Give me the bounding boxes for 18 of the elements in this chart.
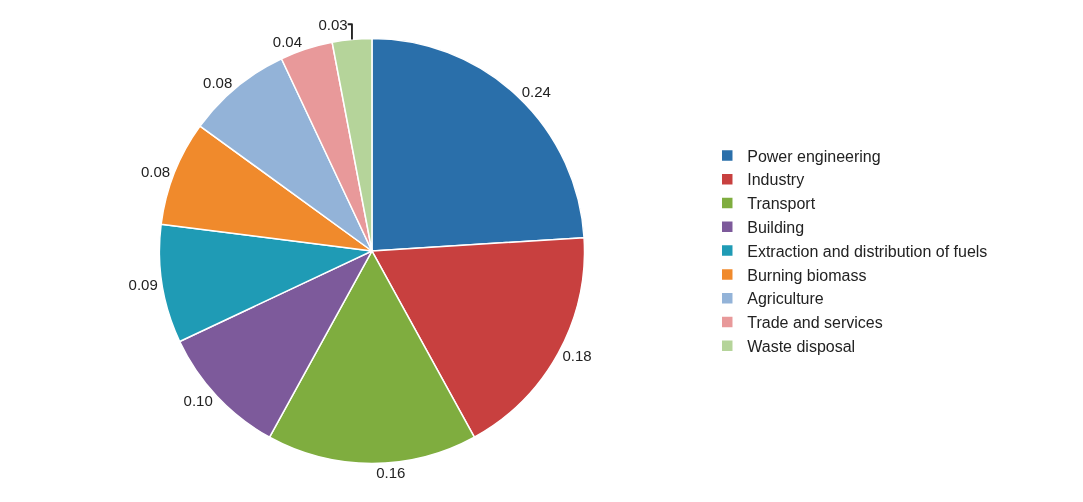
legend-label: Waste disposal [747, 338, 856, 356]
legend-label: Trade and services [747, 314, 883, 332]
data-label: 0.09 [128, 275, 158, 293]
legend-label: Burning biomass [747, 266, 867, 284]
legend-label: Industry [747, 171, 805, 189]
data-label: 0.03 [318, 15, 348, 33]
data-label: 0.18 [562, 346, 592, 364]
legend-label: Transport [747, 195, 816, 213]
data-label: 0.16 [376, 463, 406, 481]
data-label: 0.08 [203, 73, 233, 91]
data-label: 0.04 [272, 32, 303, 50]
data-label: 0.10 [183, 391, 213, 409]
legend-label: Agriculture [747, 290, 824, 308]
legend-label: Building [747, 219, 805, 237]
data-label: 0.24 [521, 83, 551, 101]
legend-label: Extraction and distribution of fuels [747, 242, 988, 260]
data-label: 0.08 [140, 163, 171, 181]
legend-label: Power engineering [747, 147, 881, 165]
